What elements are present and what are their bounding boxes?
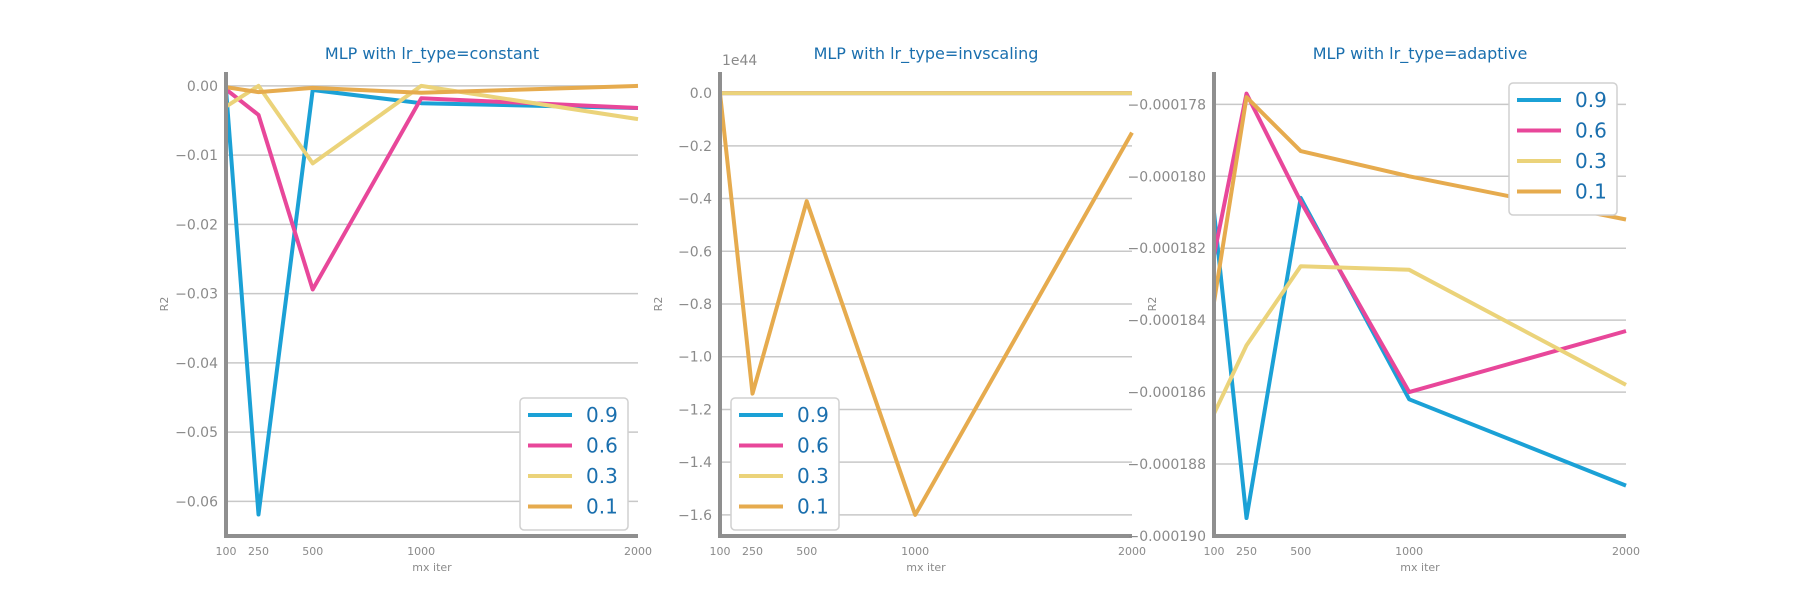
chart-title: MLP with lr_type=constant — [325, 44, 539, 64]
x-tick-label: 100 — [1204, 545, 1225, 558]
series-line-0.9 — [1212, 195, 1627, 520]
x-tick-label: 500 — [302, 545, 323, 558]
y-axis-label: R2 — [1146, 297, 1159, 312]
x-tick-label: 1000 — [1395, 545, 1423, 558]
chart-panel-2: 0.0 −0.2 −0.4 −0.6 −0.8 −1.0 −1.2 −1.4 −1.6 100 25… — [652, 44, 1146, 574]
x-axis-label: mx iter — [1400, 561, 1440, 574]
x-tick-label: 500 — [1290, 545, 1311, 558]
x-tick-label: 500 — [796, 545, 817, 558]
y-tick-label: 0.0 — [690, 86, 712, 102]
chart-title: MLP with lr_type=invscaling — [814, 44, 1039, 64]
y-tick-label: −0.03 — [175, 287, 218, 303]
y-tick-label: 0.00 — [187, 79, 218, 95]
chart-title: MLP with lr_type=adaptive — [1313, 44, 1528, 64]
y-tick-label: −0.2 — [678, 139, 712, 155]
x-axis-label: mx iter — [906, 561, 946, 574]
y-tick-label: −0.01 — [175, 148, 218, 164]
y-axis-label: R2 — [652, 297, 665, 312]
y-tick-label: −1.4 — [678, 455, 712, 471]
legend-label: 0.9 — [586, 403, 618, 427]
legend: 0.9 0.6 0.3 0.1 — [519, 397, 629, 531]
legend-label: 0.3 — [797, 464, 829, 488]
y-tick-label: −0.000190 — [1127, 529, 1206, 545]
chart-panel-3: −0.000178 −0.000180 −0.000182 −0.000184 −0.0… — [1127, 44, 1640, 574]
legend-label: 0.6 — [797, 434, 829, 458]
series-line-0.9 — [224, 88, 639, 517]
y-tick-label: −0.000184 — [1127, 313, 1206, 329]
y-tick-label: −0.04 — [175, 356, 218, 372]
y-tick-label: −1.0 — [678, 350, 712, 366]
x-tick-label: 250 — [742, 545, 763, 558]
series-line-0.3 — [1212, 264, 1627, 415]
x-tick-label: 2000 — [1118, 545, 1146, 558]
legend-box — [730, 397, 840, 531]
y-tick-label: −0.8 — [678, 297, 712, 313]
legend-label: 0.1 — [586, 495, 618, 519]
y-tick-label: −1.6 — [678, 508, 712, 524]
series-line-0.6 — [1212, 91, 1627, 395]
legend: 0.9 0.6 0.3 0.1 — [1508, 82, 1618, 216]
x-tick-label: 1000 — [407, 545, 435, 558]
x-tick-label: 2000 — [1612, 545, 1640, 558]
y-tick-label: −0.000188 — [1127, 457, 1206, 473]
legend-label: 0.3 — [586, 464, 618, 488]
y-tick-label: −0.02 — [175, 217, 218, 233]
series-line-0.1 — [225, 83, 639, 95]
series-line-0.3 — [224, 83, 639, 166]
x-tick-label: 100 — [710, 545, 731, 558]
legend-box — [519, 397, 629, 531]
y-tick-label: −0.000178 — [1127, 97, 1206, 113]
series-line-0.1 — [718, 92, 1134, 517]
series-line-0.6 — [224, 87, 639, 292]
axis-offset-text: 1e44 — [722, 53, 757, 69]
y-axis-label: R2 — [158, 297, 171, 312]
y-tick-label: −0.000180 — [1127, 169, 1206, 185]
legend-box — [1508, 82, 1618, 216]
legend-label: 0.1 — [797, 495, 829, 519]
legend: 0.9 0.6 0.3 0.1 — [730, 397, 840, 531]
y-tick-label: −0.4 — [678, 192, 712, 208]
y-tick-label: −0.06 — [175, 494, 218, 510]
y-tick-label: −1.2 — [678, 402, 712, 418]
y-tick-label: −0.000182 — [1127, 241, 1206, 257]
legend-label: 0.6 — [586, 434, 618, 458]
legend-label: 0.6 — [1575, 119, 1607, 143]
x-axis-label: mx iter — [412, 561, 452, 574]
x-tick-label: 100 — [216, 545, 237, 558]
series-line-0.1 — [1212, 95, 1627, 303]
legend-label: 0.1 — [1575, 180, 1607, 204]
y-tick-label: −0.000186 — [1127, 385, 1206, 401]
x-tick-label: 1000 — [901, 545, 929, 558]
y-tick-label: −0.6 — [678, 244, 712, 260]
chart-panel-1: 0.00 −0.01 −0.02 −0.03 −0.04 −0.05 −0.06 100 250… — [158, 44, 652, 574]
legend-label: 0.9 — [797, 403, 829, 427]
legend-label: 0.9 — [1575, 88, 1607, 112]
x-tick-label: 2000 — [624, 545, 652, 558]
legend-label: 0.3 — [1575, 149, 1607, 173]
x-tick-label: 250 — [248, 545, 269, 558]
x-tick-label: 250 — [1236, 545, 1257, 558]
y-tick-label: −0.05 — [175, 425, 218, 441]
